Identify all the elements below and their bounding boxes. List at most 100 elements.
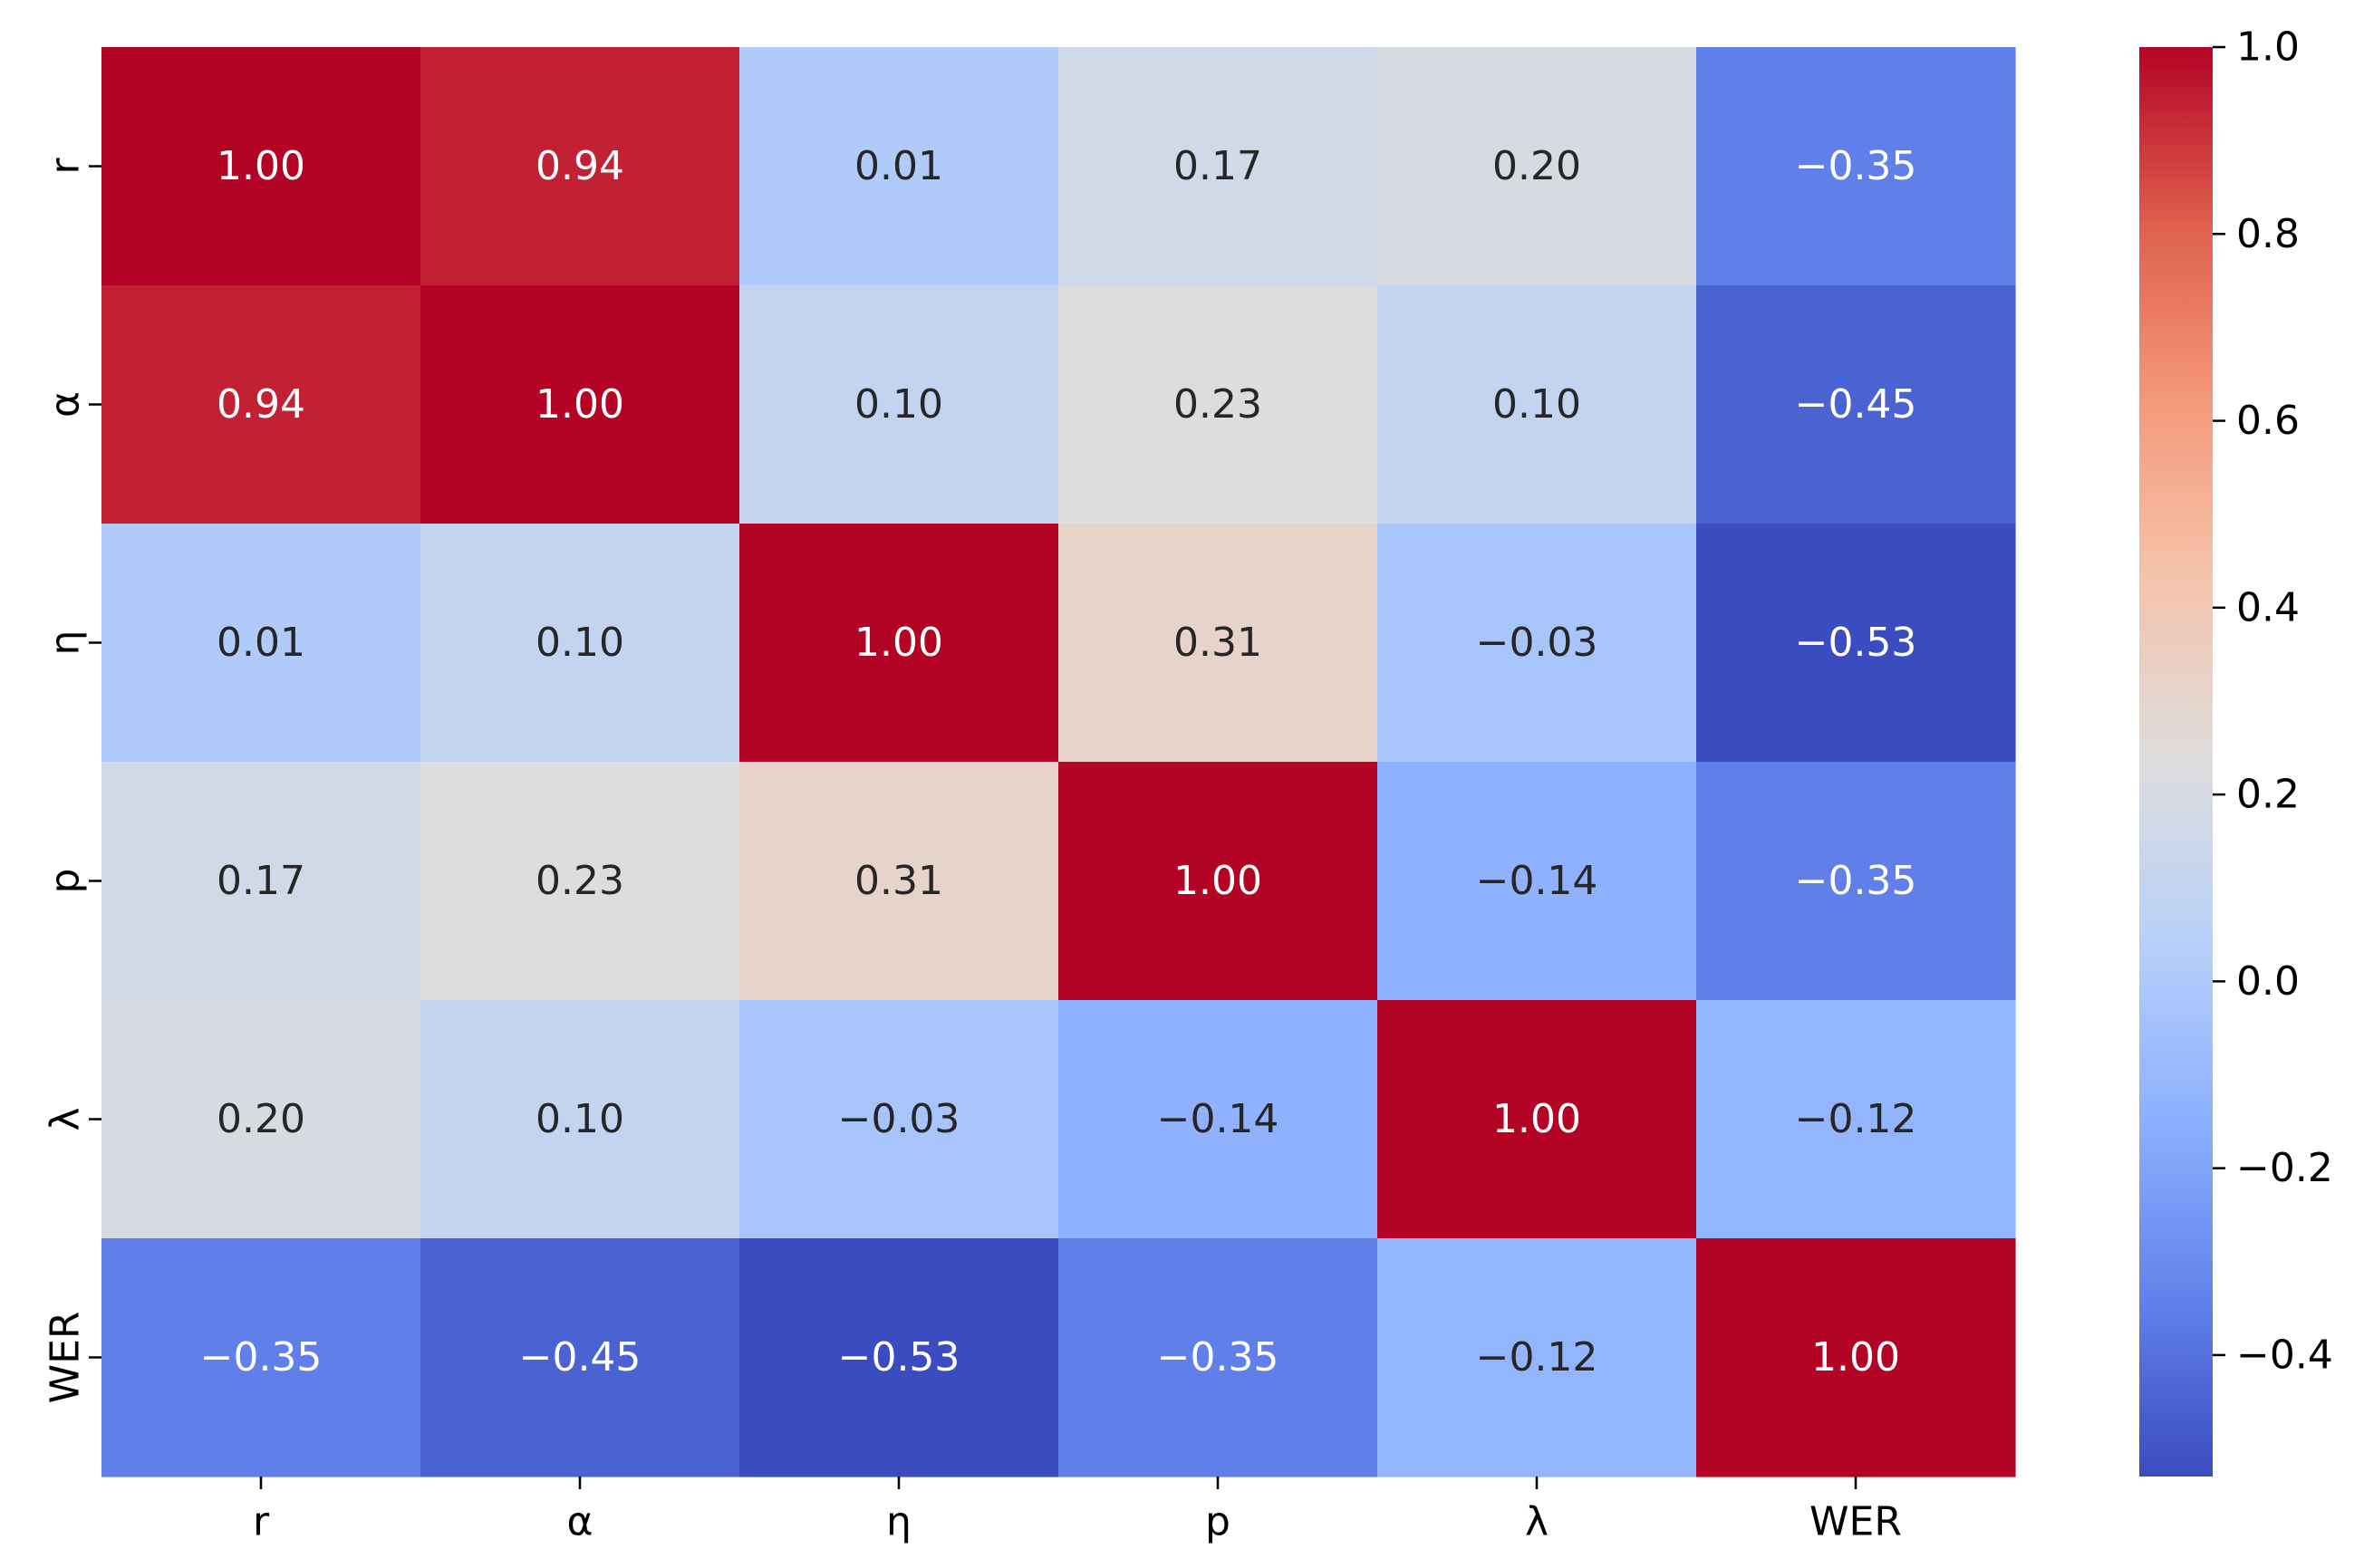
colorbar-tick-label-0: 1.0 [2236, 24, 2300, 71]
heatmap-cell-r5-c5 [1696, 1238, 2016, 1477]
cell-value-r1-c1: 1.00 [536, 381, 624, 428]
cell-value-r1-c0: 0.94 [217, 381, 305, 428]
y-tick-label-0: r [43, 158, 89, 175]
colorbar-tick-label-3: 0.4 [2236, 584, 2300, 630]
heatmap-cell-r1-c5 [1696, 285, 2016, 524]
cell-value-r3-c3: 1.00 [1173, 858, 1262, 904]
cell-value-r2-c4: −0.03 [1476, 620, 1598, 666]
y-tick-label-2: η [43, 630, 89, 656]
cell-value-r1-c3: 0.23 [1173, 381, 1262, 428]
heatmap-cell-r0-c5 [1696, 47, 2016, 286]
heatmap-cell-r3-c0 [101, 762, 421, 1001]
colorbar-tick-label-1: 0.8 [2236, 211, 2300, 257]
heatmap-cell-r1-c0 [101, 285, 421, 524]
cell-value-r4-c1: 0.10 [536, 1096, 624, 1142]
heatmap-cell-r1-c3 [1058, 285, 1378, 524]
cell-value-r4-c3: −0.14 [1157, 1096, 1279, 1142]
cell-value-r1-c5: −0.45 [1795, 381, 1917, 428]
heatmap-cell-r2-c2 [739, 524, 1059, 763]
heatmap-cell-r0-c1 [420, 47, 740, 286]
heatmap-cell-r4-c0 [101, 1000, 421, 1239]
colorbar-tick-label-6: −0.2 [2236, 1145, 2333, 1191]
colorbar-tick-label-4: 0.2 [2236, 772, 2300, 818]
heatmap-cell-r2-c5 [1696, 524, 2016, 763]
heatmap-cell-r0-c4 [1377, 47, 1697, 286]
cell-value-r0-c3: 0.17 [1173, 143, 1262, 189]
heatmap-cell-r2-c3 [1058, 524, 1378, 763]
cell-value-r1-c2: 0.10 [854, 381, 943, 428]
heatmap-cell-r5-c1 [420, 1238, 740, 1477]
cell-value-r2-c0: 0.01 [217, 620, 305, 666]
colorbar-tick-label-7: −0.4 [2236, 1332, 2333, 1378]
heatmap-cell-r2-c4 [1377, 524, 1697, 763]
heatmap-cell-r3-c3 [1058, 762, 1378, 1001]
colorbar: 1.0 0.8 0.6 0.4 0.2 0.0 −0.2 −0.4 [2139, 24, 2333, 1477]
heatmap-cell-r5-c4 [1377, 1238, 1697, 1477]
heatmap-cell-r5-c0 [101, 1238, 421, 1477]
x-tick-label-1: α [566, 1499, 593, 1545]
cell-value-r2-c3: 0.31 [1173, 620, 1262, 666]
x-tick-label-5: WER [1809, 1499, 1902, 1545]
y-tick-label-3: p [43, 869, 89, 894]
heatmap-cell-r3-c4 [1377, 762, 1697, 1001]
cell-value-r1-c4: 0.10 [1492, 381, 1581, 428]
cell-value-r5-c0: −0.35 [200, 1334, 323, 1380]
heatmap-cell-r4-c5 [1696, 1000, 2016, 1239]
heatmap-cell-r4-c1 [420, 1000, 740, 1239]
heatmap-cell-r0-c3 [1058, 47, 1378, 286]
heatmap-cell-r3-c2 [739, 762, 1059, 1001]
y-tick-label-5: WER [43, 1312, 89, 1404]
cell-value-r5-c2: −0.53 [838, 1334, 960, 1380]
cell-value-r4-c0: 0.20 [217, 1096, 305, 1142]
colorbar-gradient [2139, 47, 2213, 1477]
heatmap-cell-r1-c1 [420, 285, 740, 524]
heatmap-cells [101, 47, 2016, 1477]
x-tick-label-4: λ [1525, 1499, 1549, 1545]
cell-value-r2-c1: 0.10 [536, 620, 624, 666]
heatmap-cell-r0-c2 [739, 47, 1059, 286]
heatmap-cell-r4-c2 [739, 1000, 1059, 1239]
heatmap-cell-r2-c0 [101, 524, 421, 763]
x-axis: r α η p λ WER [253, 1477, 1902, 1545]
cell-value-r3-c0: 0.17 [217, 858, 305, 904]
heatmap-annotations: 1.00 0.94 0.01 0.17 0.20 −0.35 0.94 1.00 0.10 0.2… [200, 143, 1917, 1380]
heatmap-cell-r1-c2 [739, 285, 1059, 524]
colorbar-tick-label-5: 0.0 [2236, 958, 2300, 1005]
heatmap-cell-r4-c3 [1058, 1000, 1378, 1239]
heatmap-cell-r4-c4 [1377, 1000, 1697, 1239]
cell-value-r3-c1: 0.23 [536, 858, 624, 904]
cell-value-r3-c4: −0.14 [1476, 858, 1598, 904]
colorbar-tick-label-2: 0.6 [2236, 398, 2300, 444]
cell-value-r5-c1: −0.45 [519, 1334, 642, 1380]
cell-value-r0-c0: 1.00 [217, 143, 305, 189]
y-tick-label-4: λ [43, 1107, 89, 1130]
cell-value-r0-c4: 0.20 [1492, 143, 1581, 189]
cell-value-r5-c3: −0.35 [1157, 1334, 1279, 1380]
x-tick-label-3: p [1205, 1499, 1230, 1545]
cell-value-r2-c5: −0.53 [1795, 620, 1917, 666]
heatmap-cell-r5-c2 [739, 1238, 1059, 1477]
heatmap-cell-r2-c1 [420, 524, 740, 763]
x-tick-label-0: r [253, 1499, 270, 1545]
cell-value-r4-c5: −0.12 [1795, 1096, 1917, 1142]
cell-value-r4-c2: −0.03 [838, 1096, 960, 1142]
cell-value-r4-c4: 1.00 [1492, 1096, 1581, 1142]
cell-value-r5-c4: −0.12 [1476, 1334, 1598, 1380]
cell-value-r0-c2: 0.01 [854, 143, 943, 189]
cell-value-r0-c5: −0.35 [1795, 143, 1917, 189]
cell-value-r0-c1: 0.94 [536, 143, 624, 189]
cell-value-r5-c5: 1.00 [1811, 1334, 1900, 1380]
heatmap-cell-r0-c0 [101, 47, 421, 286]
heatmap-cell-r1-c4 [1377, 285, 1697, 524]
cell-value-r2-c2: 1.00 [854, 620, 943, 666]
heatmap-cell-r3-c5 [1696, 762, 2016, 1001]
cell-value-r3-c2: 0.31 [854, 858, 943, 904]
cell-value-r3-c5: −0.35 [1795, 858, 1917, 904]
y-tick-label-1: α [43, 391, 89, 418]
x-tick-label-2: η [886, 1499, 912, 1545]
y-axis: r α η p λ WER [43, 158, 101, 1404]
heatmap-cell-r3-c1 [420, 762, 740, 1001]
heatmap-cell-r5-c3 [1058, 1238, 1378, 1477]
